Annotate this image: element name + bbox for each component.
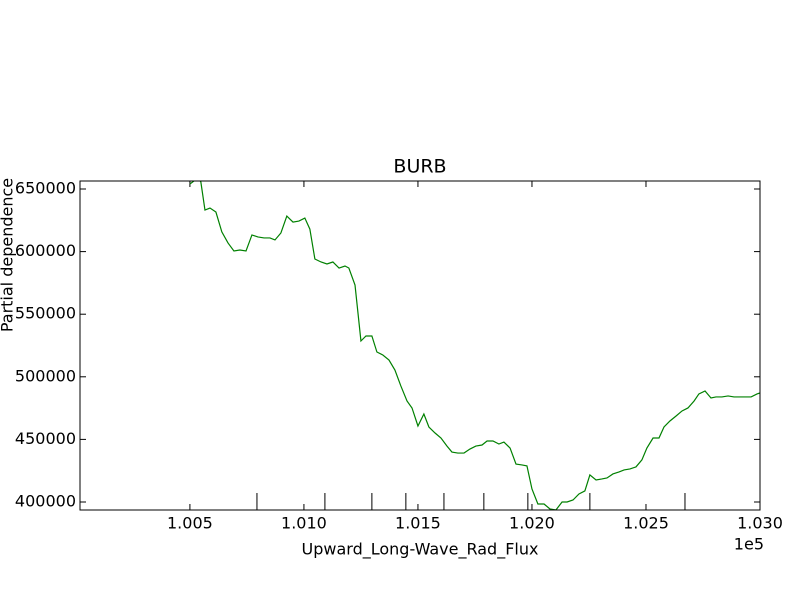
x-tick-label: 1.010 — [281, 514, 327, 533]
data-line — [189, 181, 760, 510]
y-tick-label: 450000 — [15, 429, 76, 448]
chart-title: BURB — [393, 156, 446, 178]
y-axis-label: Partial dependence — [0, 178, 17, 332]
x-tick-label: 1.025 — [623, 514, 669, 533]
x-tick-label: 1.015 — [395, 514, 441, 533]
x-tick-label: 1.005 — [167, 514, 213, 533]
y-tick-label: 600000 — [15, 241, 76, 260]
plot-frame — [79, 180, 761, 511]
x-axis-label: Upward_Long-Wave_Rad_Flux — [302, 540, 539, 560]
y-tick-label: 400000 — [15, 491, 76, 510]
x-offset-label: 1e5 — [734, 535, 764, 554]
y-tick-label: 500000 — [15, 366, 76, 385]
y-tick-label: 650000 — [15, 179, 76, 198]
x-tick-label: 1.020 — [509, 514, 555, 533]
x-tick-label: 1.030 — [737, 514, 783, 533]
y-tick-label: 550000 — [15, 304, 76, 323]
